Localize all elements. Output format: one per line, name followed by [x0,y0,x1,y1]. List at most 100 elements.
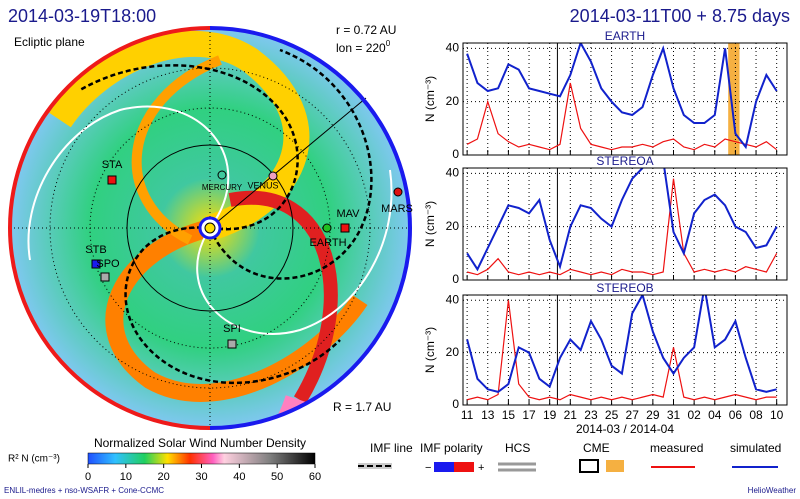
x-axis-label: 2014-03 / 2014-04 [576,422,674,436]
time-title: 2014-03-19T18:00 [8,6,156,26]
stb [91,259,101,269]
y-axis-label: N (cm⁻³) [423,327,437,373]
r-label: r = 0.72 AU [336,23,396,37]
y-axis-label: N (cm⁻³) [423,201,437,247]
legend-imf-polarity: IMF polarity [420,441,483,455]
series-line [466,168,778,272]
colorbar-tick-label: 50 [271,471,283,483]
x-tick-label: 02 [687,408,701,422]
spi [227,339,237,349]
colorbar-tick-label: 20 [158,471,170,483]
x-tick-label: 25 [605,408,619,422]
x-tick-label: 13 [481,408,495,422]
legend-cme: CME [583,441,610,455]
series-line [466,43,778,150]
colorbar-tick-label: 40 [233,471,245,483]
plot-frame [462,42,788,156]
x-tick-label: 08 [749,408,763,422]
x-tick-label: 11 [461,408,474,422]
spo-label: SPO [96,258,120,270]
colorbar-tick-label: 0 [85,471,91,483]
cme-band [728,43,740,155]
panel: 0 20 40 STEREOA N (cm⁻³) [423,154,788,286]
outer-label: R = 1.7 AU [333,400,391,414]
legend-pol-pos [454,462,474,472]
y-tick-label: 0 [452,272,459,286]
mars-label: MARS [381,203,413,215]
run-title: 2014-03-11T00 + 8.75 days [570,6,790,26]
y-tick-label: 40 [446,41,460,55]
x-tick-label: 15 [502,408,516,422]
colorbar-tick-label: 10 [120,471,132,483]
legend-cme-band [606,460,624,472]
x-tick-label: 10 [770,408,784,422]
colorbar-tick-label: 30 [195,471,207,483]
spi-label: SPI [223,323,241,335]
y-tick-label: 0 [452,397,459,411]
y-tick-label: 20 [446,219,460,233]
colorbar-tick-label: 60 [309,471,321,483]
x-tick-label: 04 [708,408,722,422]
legend-hcs: HCS [505,441,530,455]
rim-inward [7,26,211,430]
sta-label: STA [102,159,123,171]
legend: IMF line IMF polarity − + HCS CME measur… [358,441,781,474]
mav [340,223,350,233]
colorbar-label: R² N (cm⁻³) [8,454,60,465]
series-line [466,178,778,276]
x-tick-label: 29 [646,408,660,422]
x-tick-label: 17 [522,408,536,422]
panel: 11 13 15 17 19 21 23 25 27 29 31 02 04 06 08 10 0 20 40 STE… [423,281,788,436]
mercury-label: MERCURY [202,183,243,192]
x-tick-label: 27 [626,408,640,422]
legend-simulated: simulated [730,441,781,455]
footer-left: ENLIL-medres + nso-WSAFR + Cone-CCMC [4,486,164,495]
legend-plus: + [478,462,484,474]
colorbar [87,452,316,465]
legend-measured: measured [650,441,703,455]
plot-frame [462,167,788,281]
panel-title: EARTH [605,29,645,43]
stb-label: STB [85,244,106,256]
x-tick-label: 06 [729,408,743,422]
panel-title: STEREOB [596,281,653,295]
legend-minus: − [425,462,431,474]
earth [322,223,332,233]
colorbar-title: Normalized Solar Wind Number Density [94,436,306,450]
y-tick-label: 40 [446,292,460,306]
venus-label: VENUS [247,180,278,190]
earth-label: EARTH [309,237,346,249]
sun-core [204,222,216,234]
footer-right: HelioWeather [748,486,797,495]
venus [268,171,278,181]
x-tick-label: 19 [543,408,557,422]
y-tick-label: 20 [446,94,460,108]
y-tick-label: 40 [446,166,460,180]
lon-label: lon = 2200 [336,39,391,55]
mars [393,187,403,197]
panel-title: STEREOA [596,154,653,168]
lon-text: lon = 220 [336,41,386,55]
panel: 0 20 40 EARTH N (cm⁻³) [423,29,788,161]
legend-pol-neg [434,462,454,472]
spo [100,272,110,282]
y-axis-label: N (cm⁻³) [423,76,437,122]
plot-frame [462,294,788,406]
legend-cme-sym [579,459,599,473]
series-line [466,300,777,401]
plane-label: Ecliptic plane [14,35,85,49]
sta [107,175,117,185]
mav-label: MAV [336,208,360,220]
y-tick-label: 0 [452,147,459,161]
lon-unit: 0 [386,39,391,48]
mercury [217,170,227,180]
x-tick-label: 23 [584,408,598,422]
x-tick-label: 31 [667,408,681,422]
rim-outward [209,26,413,430]
x-tick-label: 21 [564,408,578,422]
legend-imf-line: IMF line [370,441,413,455]
series-line [466,295,777,393]
y-tick-label: 20 [446,345,460,359]
series-line [466,82,778,151]
